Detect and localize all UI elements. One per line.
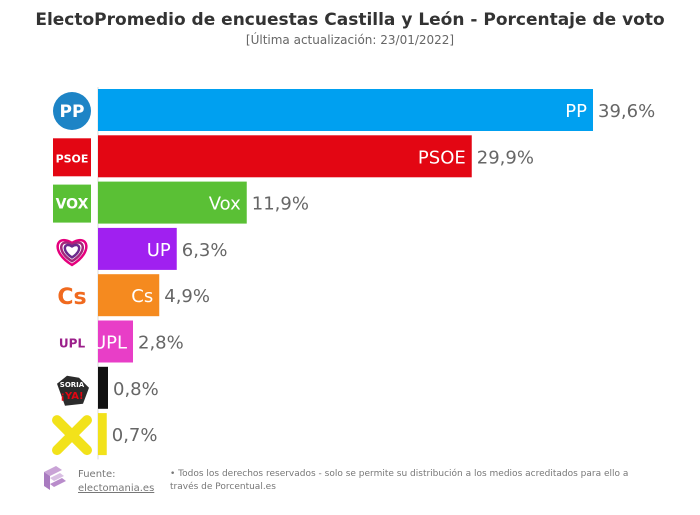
bar-psoe bbox=[98, 135, 472, 178]
bar-label-up: UP bbox=[147, 240, 171, 261]
value-label-upl: 2,8% bbox=[138, 333, 184, 354]
footer-source-link[interactable]: electomania.es bbox=[78, 483, 155, 494]
value-label-cs: 4,9% bbox=[164, 286, 210, 307]
value-label-psoe: 29,9% bbox=[477, 147, 534, 168]
value-label-up: 6,3% bbox=[182, 240, 228, 261]
svg-text:SORIA: SORIA bbox=[60, 381, 85, 389]
bar-label-psoe: PSOE bbox=[418, 147, 466, 168]
bar-label-upl: UPL bbox=[93, 333, 127, 354]
upl-logo-icon: UPL bbox=[59, 337, 86, 351]
bar-label-pp: PP bbox=[565, 101, 587, 122]
vox-logo-icon: VOX bbox=[53, 184, 91, 223]
svg-text:Cs: Cs bbox=[57, 285, 86, 310]
bar-label-vox: Vox bbox=[209, 194, 241, 215]
bar-pp bbox=[98, 89, 593, 131]
svg-text:UPL: UPL bbox=[59, 337, 86, 351]
value-label-vox: 11,9% bbox=[252, 194, 309, 215]
bar-chart: PP PP 39,6% PSOE PSOE 29,9% VOX Vox 11,9% UP 6,3% C… bbox=[52, 87, 655, 460]
footer-source-label: Fuente: bbox=[78, 469, 116, 480]
svg-text:VOX: VOX bbox=[56, 197, 89, 213]
footer-note: • Todos los derechos reservados - solo s… bbox=[170, 469, 629, 492]
value-label-pp: 39,6% bbox=[598, 101, 655, 122]
svg-text:PSOE: PSOE bbox=[56, 152, 89, 165]
svg-text:PP: PP bbox=[60, 102, 85, 122]
bar-label-cs: Cs bbox=[131, 286, 153, 307]
soria-ya-logo-icon: SORIA ¡YA! bbox=[57, 375, 89, 406]
footer-source: Fuente: electomania.es bbox=[78, 468, 154, 496]
cs-logo-icon: Cs bbox=[57, 285, 86, 310]
psoe-logo-icon: PSOE bbox=[53, 138, 91, 177]
pp-logo-icon: PP bbox=[53, 92, 91, 130]
x-cross-logo-icon bbox=[52, 415, 92, 456]
chart-title: ElectoPromedio de encuestas Castilla y L… bbox=[35, 10, 665, 30]
bar-up bbox=[98, 227, 177, 270]
value-label-party-7: 0,8% bbox=[113, 379, 159, 400]
electomania-logo-icon bbox=[44, 466, 66, 490]
up-heart-logo-icon bbox=[56, 238, 88, 267]
bar-cs bbox=[98, 274, 160, 317]
bar-upl bbox=[98, 320, 133, 363]
bar-vox bbox=[98, 181, 247, 224]
bar-party-7 bbox=[98, 366, 108, 409]
chart-subtitle: [Última actualización: 23/01/2022] bbox=[245, 33, 455, 47]
value-label-party-8: 0,7% bbox=[112, 425, 158, 446]
bar-party-8 bbox=[98, 413, 107, 456]
svg-text:¡YA!: ¡YA! bbox=[60, 391, 83, 402]
